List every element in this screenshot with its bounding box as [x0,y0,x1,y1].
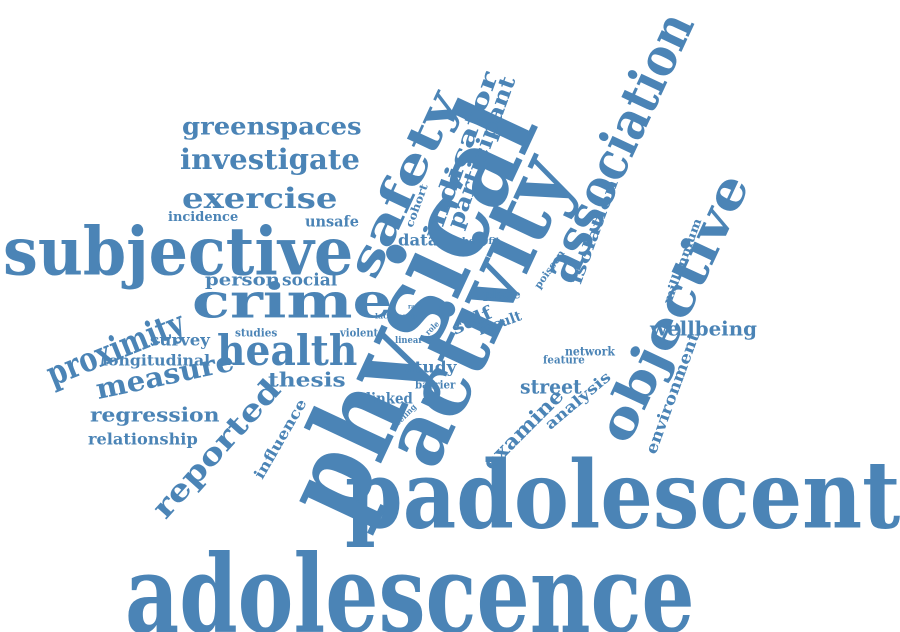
cloud-word-social: social [282,270,338,291]
cloud-word-thesis: thesis [268,367,346,392]
cloud-word-feature: feature [543,353,585,367]
cloud-word-barrier: barrier [415,378,456,392]
cloud-word-benefit: benefit [462,236,500,247]
cloud-word-adolescence: adolescence [125,531,695,632]
cloud-word-crime: crime [192,273,393,330]
cloud-word-studies: studies [235,326,278,340]
cloud-word-person: person [205,270,280,291]
cloud-word-violent: violent [340,326,379,340]
cloud-word-health: health [217,326,358,376]
cloud-word-regression: regression [90,402,220,427]
cloud-word-data: data [398,230,439,250]
cloud-word-greenspaces: greenspaces [182,111,362,141]
cloud-word-network: network [565,344,615,359]
cloud-word-study: study [405,357,457,377]
cloud-word-lack: lack [375,311,394,321]
cloud-word-place: place [483,287,521,302]
cloud-word-rate: rate [408,303,422,311]
cloud-word-zero: zero [397,311,417,321]
cloud-word-linked: linked [366,389,413,408]
cloud-word-investigate: investigate [180,143,360,177]
cloud-word-wellbeing: wellbeing [650,316,757,341]
cloud-word-longitudinal: longitudinal [102,351,211,370]
cloud-word-exercise: exercise [182,182,338,216]
cloud-word-relationship: relationship [88,429,198,449]
cloud-word-street: street [520,374,582,399]
cloud-word-survey: survey [150,330,210,350]
cloud-word-padolescent: padolescent [345,440,900,551]
cloud-word-subjective: subjective [3,212,354,291]
cloud-word-unsafe: unsafe [305,212,359,231]
cloud-word-incidence: incidence [168,209,239,225]
cloud-word-linear: linear [395,335,423,346]
